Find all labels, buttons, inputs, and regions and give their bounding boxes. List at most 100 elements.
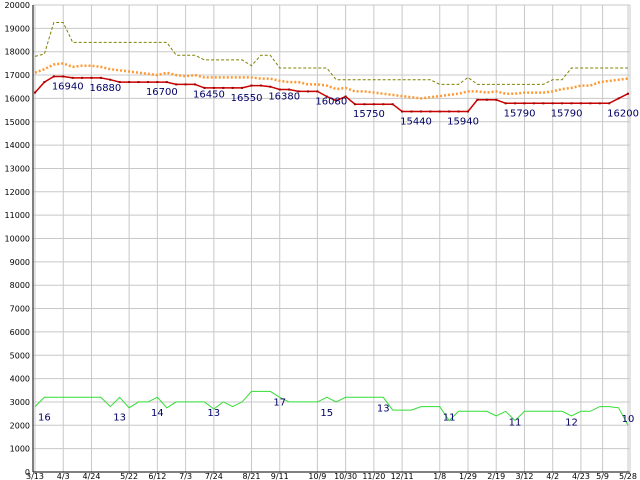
y-tick-label: 13000 [5, 164, 30, 173]
series-point [570, 102, 573, 105]
y-tick-label: 15000 [5, 118, 30, 127]
count-data-label: 10 [622, 414, 635, 425]
series-line-0 [34, 22, 628, 85]
x-tick-label: 2/19 [487, 472, 505, 480]
y-tick-label: 2000 [10, 421, 30, 430]
price-data-label: 15750 [353, 109, 385, 120]
series-point [598, 102, 601, 105]
price-data-label: 15790 [551, 108, 583, 119]
y-tick-label: 1000 [10, 445, 30, 454]
count-data-label: 11 [509, 417, 522, 428]
y-tick-label: 16000 [5, 94, 30, 103]
series-point [372, 103, 375, 106]
count-data-label: 11 [443, 413, 456, 424]
series-point [466, 110, 469, 113]
price-data-label: 15940 [447, 116, 479, 127]
series-point [81, 76, 84, 79]
series-point [523, 102, 526, 105]
series-point [109, 78, 112, 81]
x-tick-label: 1/29 [459, 472, 477, 480]
series-point [485, 98, 488, 101]
series-point [62, 75, 65, 78]
series-point [561, 102, 564, 105]
series-point [90, 76, 93, 79]
y-tick-label: 3000 [10, 398, 30, 407]
count-data-label: 16 [38, 413, 51, 424]
series-point [250, 84, 253, 87]
series-point [532, 102, 535, 105]
series-point [325, 95, 328, 98]
series-point [34, 91, 36, 94]
y-tick-label: 11000 [5, 211, 30, 220]
series-point [448, 110, 451, 113]
price-data-label: 16200 [607, 108, 639, 119]
series-point [146, 81, 149, 84]
series-point [52, 75, 55, 78]
price-data-label: 16700 [146, 87, 178, 98]
x-tick-label: 5/28 [619, 472, 637, 480]
x-tick-label: 7/24 [205, 472, 223, 480]
price-data-label: 16940 [52, 81, 84, 92]
y-tick-label: 10000 [5, 235, 30, 244]
series-line-3 [34, 390, 629, 426]
series-point [241, 86, 244, 89]
series-point [476, 98, 479, 101]
y-tick-label: 18000 [5, 48, 30, 57]
series-point [278, 88, 281, 91]
price-data-label: 15440 [400, 116, 432, 127]
count-data-label: 17 [273, 397, 286, 408]
series-point [429, 110, 432, 113]
x-tick-label: 3/13 [26, 472, 44, 480]
x-tick-label: 9/11 [271, 472, 289, 480]
series-point [438, 110, 441, 113]
y-tick-label: 9000 [10, 258, 30, 267]
series-point [175, 83, 178, 86]
series-point [156, 81, 159, 84]
series-lines [34, 22, 629, 426]
y-tick-label: 14000 [5, 141, 30, 150]
x-tick-label: 7/3 [179, 472, 192, 480]
series-point [71, 76, 74, 79]
x-tick-label: 10/30 [334, 472, 357, 480]
price-data-label: 16450 [193, 89, 225, 100]
series-point [627, 92, 629, 95]
series-point [344, 95, 347, 98]
series-line-1 [34, 62, 629, 100]
price-data-label: 16550 [231, 93, 263, 104]
y-tick-label: 7000 [10, 305, 30, 314]
series-point [363, 103, 366, 106]
price-data-label: 16080 [315, 96, 347, 107]
x-tick-label: 5/9 [596, 472, 609, 480]
y-tick-label: 17000 [5, 71, 30, 80]
count-data-label: 13 [207, 408, 220, 419]
price-data-label: 16880 [89, 83, 121, 94]
series-point [504, 102, 507, 105]
axes [32, 5, 631, 473]
x-axis-ticks: 3/13 4/3 4/24 5/22 6/12 7/3 7/24 8/21 9/11 10/9 10… [26, 472, 637, 480]
series-point [128, 81, 131, 84]
y-tick-label: 20000 [5, 1, 30, 10]
series-point [203, 86, 206, 89]
x-tick-label: 12/11 [391, 472, 414, 480]
price-data-label: 16380 [268, 92, 300, 103]
series-point [335, 99, 338, 102]
count-data-label: 13 [377, 403, 390, 414]
series-point [316, 90, 319, 93]
series-point [288, 88, 291, 91]
data-labels: 16940 16880 16700 16450 16550 16380 16080 15750… [38, 81, 639, 428]
series-point [194, 83, 197, 86]
y-tick-label: 12000 [5, 188, 30, 197]
series-point [222, 86, 225, 89]
series-point [231, 86, 234, 89]
x-tick-label: 4/3 [57, 472, 70, 480]
series-point [495, 98, 498, 101]
y-tick-label: 8000 [10, 281, 30, 290]
y-tick-label: 5000 [10, 351, 30, 360]
count-data-label: 12 [565, 417, 578, 428]
series-point [212, 86, 215, 89]
series-point [391, 103, 394, 106]
x-tick-label: 4/24 [82, 472, 100, 480]
y-tick-label: 19000 [5, 24, 30, 33]
series-point [551, 102, 554, 105]
series-point [579, 102, 582, 105]
